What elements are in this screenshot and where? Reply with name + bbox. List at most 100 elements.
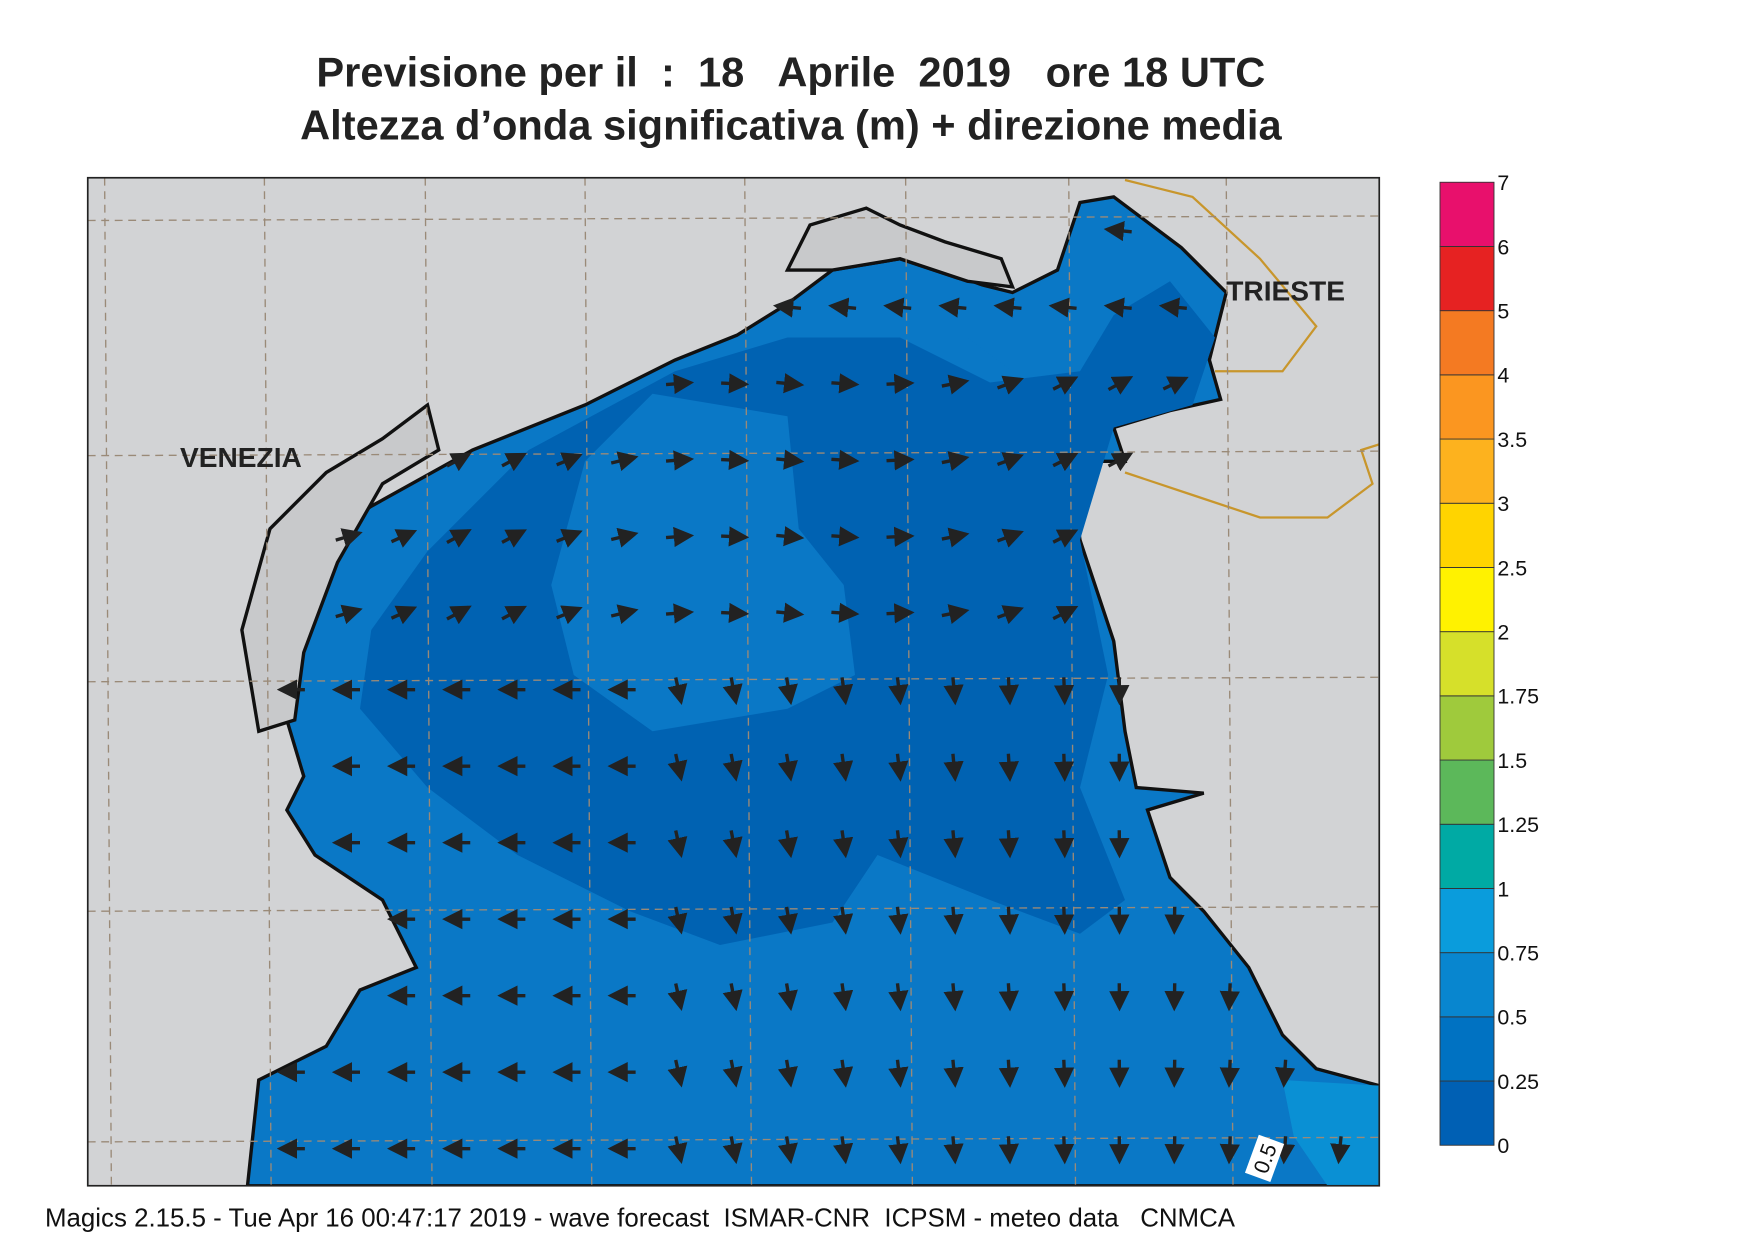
direction-arrow: [888, 1136, 909, 1165]
colorbar-label: 3: [1497, 492, 1509, 516]
direction-arrow: [721, 526, 750, 547]
colorbar: 0 0.25 0.5 0.75 1 1.25 1.5 1.75 2 2.5 3 3.5 4 5 6 7: [1439, 171, 1539, 1158]
colorbar-label: 5: [1497, 300, 1509, 324]
direction-arrow: [667, 1136, 688, 1165]
direction-arrow: [886, 603, 915, 624]
direction-arrow: [996, 605, 1024, 625]
colorbar-label: 1.5: [1497, 749, 1527, 773]
direction-arrow: [777, 1059, 798, 1088]
colorbar-label: 0.5: [1497, 1006, 1527, 1030]
direction-arrow: [390, 529, 418, 548]
direction-arrow: [1053, 677, 1075, 706]
wave-direction-arrows: [276, 220, 1351, 1165]
colorbar-band: [1439, 823, 1495, 889]
map-frame: [86, 176, 1381, 1187]
lagoon: [240, 402, 441, 734]
direction-arrow: [943, 677, 964, 706]
direction-arrow: [998, 753, 1019, 782]
colorbar-band: [1439, 374, 1495, 440]
direction-arrow: [722, 677, 743, 706]
direction-arrow: [833, 753, 854, 782]
direction-arrow: [1330, 1136, 1351, 1165]
meridian: [1068, 177, 1077, 1186]
colorbar-band: [1439, 245, 1495, 312]
direction-arrow: [777, 830, 798, 859]
direction-arrow: [993, 297, 1022, 318]
colorbar-label: 0.75: [1497, 942, 1539, 966]
direction-arrow: [501, 605, 527, 625]
border-line: [1124, 178, 1380, 519]
direction-arrow: [996, 375, 1024, 395]
direction-arrow: [943, 753, 964, 782]
colorbar-band: [1439, 888, 1495, 954]
direction-arrow: [886, 373, 915, 394]
direction-arrow: [722, 1136, 743, 1165]
direction-arrow: [1162, 376, 1189, 395]
direction-arrow: [833, 1136, 854, 1165]
title-line-2: Altezza d’onda significativa (m) + direz…: [300, 102, 1282, 149]
meridian: [744, 177, 753, 1186]
colorbar-band: [1439, 759, 1495, 825]
direction-arrow: [998, 1136, 1019, 1165]
direction-arrow: [776, 373, 805, 394]
direction-arrow: [777, 753, 798, 782]
contour-label-bg: [1244, 1134, 1285, 1183]
direction-arrow: [998, 830, 1019, 859]
direction-arrow: [1053, 1059, 1075, 1088]
direction-arrow: [446, 605, 472, 625]
direction-arrow: [1053, 830, 1075, 859]
direction-arrow: [667, 830, 688, 859]
direction-arrow: [998, 1059, 1019, 1088]
direction-arrow: [1052, 453, 1079, 472]
direction-arrow: [665, 526, 695, 548]
meridian: [1225, 177, 1234, 1186]
direction-arrow: [831, 526, 860, 547]
direction-arrow: [886, 526, 915, 547]
direction-arrow: [888, 677, 909, 706]
direction-arrow: [722, 906, 743, 935]
direction-arrow: [777, 906, 798, 935]
direction-arrow: [831, 449, 860, 470]
colorbar-label: 4: [1497, 364, 1509, 388]
graticule: [87, 177, 1380, 1186]
direction-arrow: [776, 602, 805, 623]
city-label: VENEZIA: [180, 442, 302, 473]
direction-arrow: [943, 1059, 964, 1088]
direction-arrow: [610, 451, 639, 472]
direction-arrow: [610, 604, 639, 625]
direction-arrow: [828, 297, 857, 318]
colorbar-band: [1439, 438, 1495, 504]
direction-arrow: [446, 452, 472, 472]
direction-arrow: [722, 1059, 743, 1088]
direction-arrow: [1274, 1136, 1296, 1165]
colorbar-label: 2: [1497, 621, 1509, 645]
direction-arrow: [335, 528, 363, 548]
colorbar-band: [1439, 952, 1495, 1018]
coastal-zone: [1282, 1080, 1380, 1186]
direction-arrow: [722, 753, 743, 782]
direction-arrow: [943, 906, 964, 935]
direction-arrow: [777, 983, 798, 1012]
direction-arrow: [776, 449, 805, 470]
footer: Magics 2.15.5 - Tue Apr 16 00:47:17 2019…: [45, 1204, 1236, 1232]
direction-arrow: [943, 1136, 964, 1165]
direction-arrow: [1274, 1059, 1296, 1088]
direction-arrow: [667, 906, 688, 935]
direction-arrow: [941, 451, 970, 471]
direction-arrow: [886, 450, 915, 471]
direction-arrow: [941, 374, 970, 395]
direction-arrow: [996, 528, 1024, 548]
colorbar-label: 1.75: [1497, 685, 1539, 709]
direction-arrow: [501, 529, 527, 548]
direction-arrow: [941, 604, 970, 624]
direction-arrow: [556, 528, 583, 548]
meridian: [424, 177, 433, 1186]
direction-arrow: [776, 526, 805, 547]
map-area: VENEZIA TRIESTE 0.5: [87, 177, 1380, 1186]
direction-arrow: [446, 529, 472, 548]
direction-arrow: [1103, 297, 1132, 318]
colorbar-label: 1.25: [1497, 813, 1539, 837]
colorbar-label: 0: [1497, 1134, 1509, 1158]
direction-arrow: [998, 983, 1019, 1012]
